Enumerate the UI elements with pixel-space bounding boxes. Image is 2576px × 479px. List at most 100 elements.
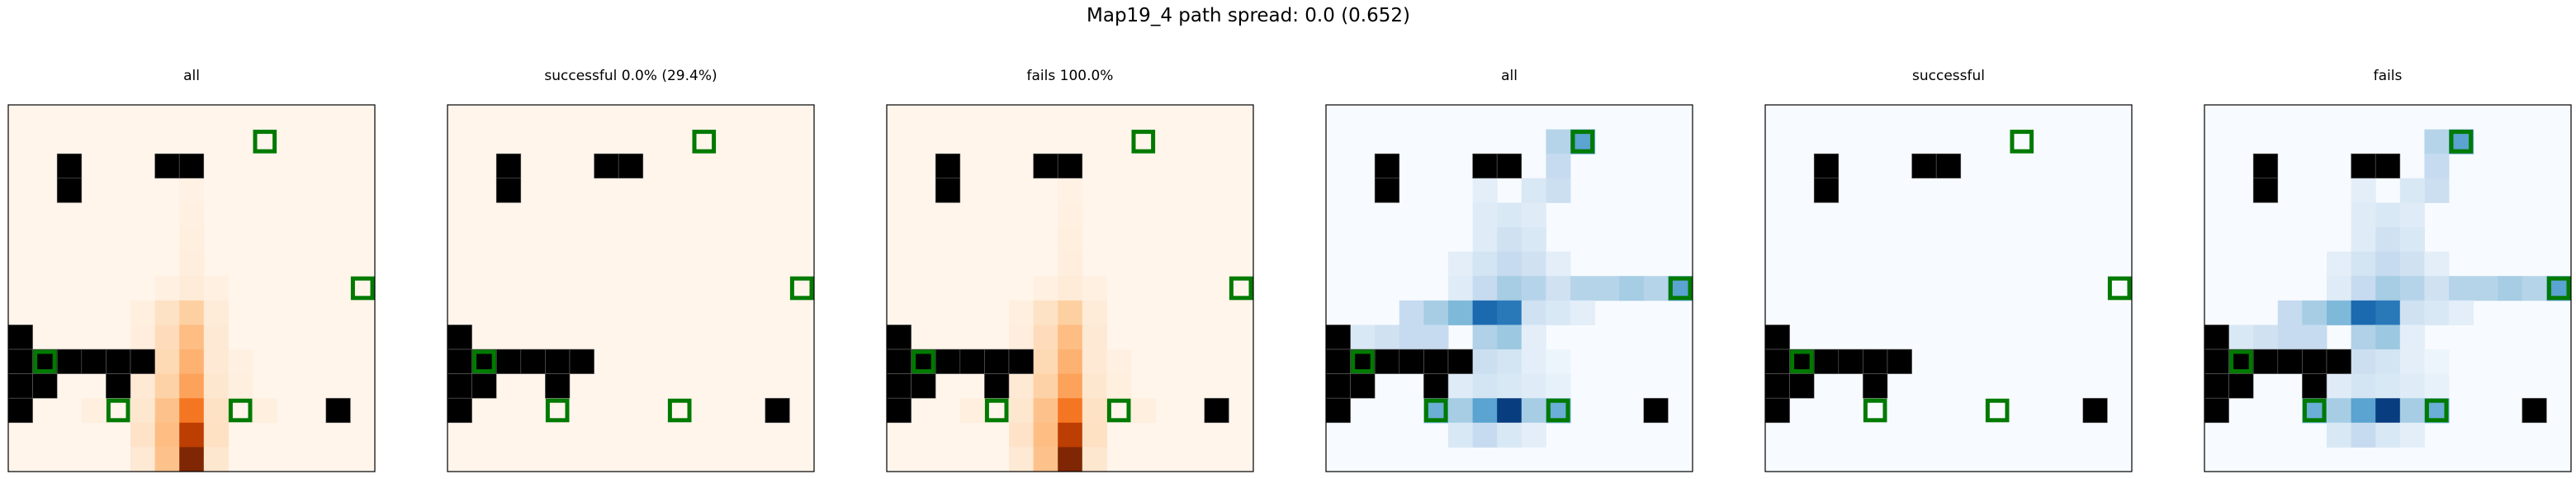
heat-cell [2351,349,2376,375]
obstacle-cell [2252,349,2279,374]
obstacle-cell [1325,325,1351,350]
heat-cell [1423,300,1449,325]
heat-cell [1058,398,1083,424]
heat-cell [2302,300,2327,325]
panel-3: fails 100.0% [886,68,1254,472]
obstacle-cell [935,349,961,374]
obstacle-cell [1764,373,1790,399]
obstacle-cell [7,397,33,424]
heat-cell [2399,202,2425,228]
obstacle-cell [56,349,83,374]
heat-cell [2375,227,2401,253]
obstacle-cell [1374,153,1400,179]
heat-cell [2375,300,2401,325]
heat-cell [179,349,205,375]
heat-cell [1643,276,1669,301]
heat-cell [2424,178,2450,203]
obstacle-cell [2082,397,2108,424]
panel-1: all [7,68,376,472]
heat-cell [203,422,229,448]
obstacle-cell [2204,373,2229,399]
obstacle-cell [81,349,107,374]
obstacle-cell [1374,349,1400,374]
obstacle-cell [1325,373,1351,399]
heat-cell [1058,178,1083,203]
panel-frame [447,104,815,472]
obstacle-cell [495,153,522,179]
obstacle-cell [911,373,936,399]
heat-cell [2277,300,2303,325]
obstacle-cell [2228,373,2254,399]
heat-cell [1521,300,1546,325]
heat-cell [1497,276,1522,301]
obstacle-cell [594,153,619,179]
heat-cell [154,447,180,472]
heat-cell [1546,276,1571,301]
heat-cell [2375,398,2401,424]
goal-marker [1106,398,1131,423]
panel-title: all [1501,68,1518,84]
obstacle-cell [1764,325,1790,350]
obstacle-cell [1887,349,1912,374]
obstacle-cell [1764,397,1790,424]
obstacle-cell [2204,397,2229,424]
obstacle-cell [106,349,131,374]
obstacle-cell [1643,397,1669,424]
goal-marker [106,398,130,423]
goal-marker [2229,349,2253,374]
goal-marker [1423,398,1448,423]
heat-cell [1131,398,1157,424]
heat-cell [179,300,205,325]
heat-cell [2351,325,2376,350]
heat-cell [1058,300,1083,325]
heat-cell [1423,325,1449,350]
heat-cell [1497,300,1522,325]
heat-cell [1033,447,1058,472]
goal-marker [1668,276,1693,301]
goal-marker [1546,398,1570,423]
obstacle-cell [1447,349,1473,374]
obstacle-cell [1350,373,1376,399]
heat-cell [1472,276,1498,301]
obstacle-cell [886,373,912,399]
heat-cell [1058,325,1083,350]
obstacle-cell [1204,397,1229,424]
heat-cell [1058,447,1083,472]
heat-cell [154,300,180,325]
heat-cell [1399,300,1424,325]
obstacle-cell [2277,349,2303,374]
heat-cell [2449,276,2474,301]
heat-cell [203,373,229,399]
heat-cell [1058,349,1083,375]
heat-cell [1521,325,1546,350]
heat-cell [2327,251,2352,277]
heat-cell [2424,373,2450,399]
panel-title: fails [2374,68,2403,84]
heat-cell [130,398,156,424]
heat-cell [1058,227,1083,253]
obstacle-cell [2375,153,2401,179]
heat-cell [1033,398,1058,424]
heat-cell [1448,398,1474,424]
heat-cell [2424,276,2450,301]
obstacle-cell [2204,349,2229,374]
obstacle-cell [7,325,33,350]
heat-cell [1033,276,1058,301]
heat-cell [1033,349,1058,375]
heat-cell [130,373,156,399]
heat-cell [228,373,253,399]
obstacle-cell [2326,349,2351,374]
heat-cell [130,422,156,448]
obstacle-cell [1764,349,1790,374]
panel-title: successful [1912,68,1985,84]
heat-cell [1009,300,1035,325]
heat-cell [1521,202,1546,228]
obstacle-cell [1863,349,1888,374]
heat-cell [1448,422,1474,448]
obstacle-cell [32,373,58,399]
heat-cell [2327,373,2352,399]
heat-cell [2375,276,2401,301]
heat-cell [2327,422,2352,448]
goal-marker [1790,349,1814,374]
heat-cell [1399,325,1424,350]
